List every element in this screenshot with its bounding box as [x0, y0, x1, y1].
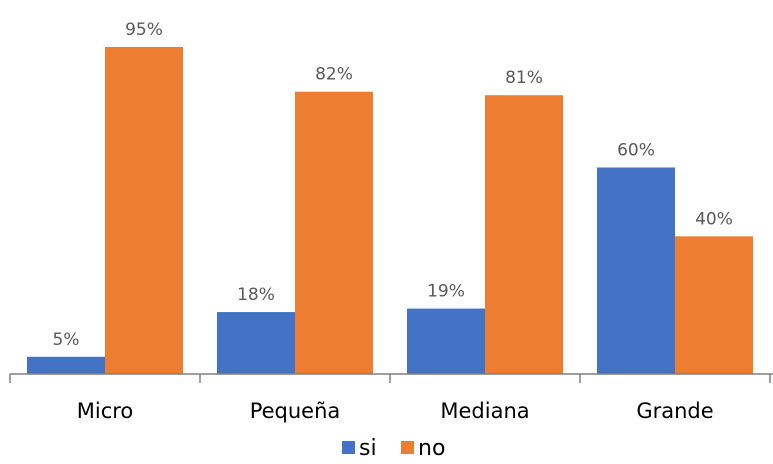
- data-label-si-pequeña: 18%: [237, 285, 275, 305]
- bar-no-micro: [105, 47, 183, 374]
- data-label-si-micro: 5%: [53, 330, 80, 350]
- legend-label-si: si: [359, 436, 377, 461]
- data-label-si-mediana: 19%: [427, 282, 465, 302]
- legend-label-no: no: [418, 436, 445, 461]
- x-tick-label-grande: Grande: [636, 399, 713, 423]
- data-label-no-pequeña: 82%: [315, 65, 353, 85]
- bar-si-pequeña: [217, 312, 295, 374]
- data-labels-group: 5% 95% 18% 82% 19% 81% 60% 40%: [53, 20, 733, 350]
- x-axis-ticks: [9, 374, 771, 383]
- x-tick-label-micro: Micro: [77, 399, 134, 423]
- bar-si-mediana: [407, 308, 485, 374]
- bars-group: [27, 47, 753, 374]
- legend-swatch-si: [342, 441, 355, 454]
- x-tick-label-mediana: Mediana: [440, 399, 529, 423]
- legend-swatch-no: [401, 441, 414, 454]
- x-axis-tick-labels: Micro Pequeña Mediana Grande: [77, 399, 714, 423]
- data-label-si-grande: 60%: [617, 140, 655, 160]
- legend: si no: [342, 436, 445, 461]
- bar-no-grande: [675, 236, 753, 374]
- data-label-no-grande: 40%: [695, 209, 733, 229]
- data-label-no-mediana: 81%: [505, 68, 543, 88]
- bar-si-micro: [27, 356, 105, 374]
- data-label-no-micro: 95%: [125, 20, 163, 40]
- bar-no-pequeña: [295, 91, 373, 374]
- bar-si-grande: [597, 167, 675, 374]
- bar-no-mediana: [485, 95, 563, 374]
- x-tick-label-pequeña: Pequeña: [250, 399, 341, 423]
